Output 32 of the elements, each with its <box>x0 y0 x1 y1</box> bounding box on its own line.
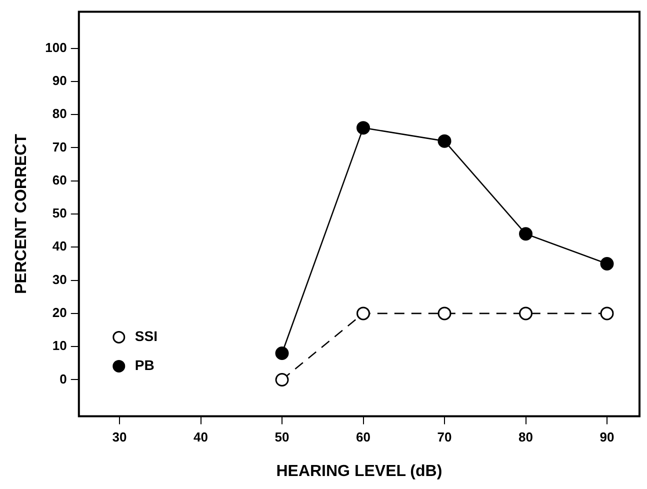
point <box>356 121 370 135</box>
x-tick-label: 40 <box>194 430 208 445</box>
point <box>600 306 614 320</box>
y-tick-label: 70 <box>52 139 67 154</box>
point <box>438 306 452 320</box>
point <box>438 134 452 148</box>
y-tick-label: 20 <box>52 305 67 320</box>
point <box>275 346 289 360</box>
y-tick-label: 90 <box>52 72 67 88</box>
x-tick-label: 50 <box>274 430 290 445</box>
y-tick-label: 0 <box>60 371 67 386</box>
point <box>275 372 289 386</box>
y-tick-label: 60 <box>52 172 67 188</box>
x-tick-label: 90 <box>600 430 614 445</box>
y-tick-label: 100 <box>45 40 67 55</box>
point <box>356 306 370 320</box>
y-axis-title: PERCENT CORRECT <box>13 134 30 294</box>
point <box>519 227 533 241</box>
x-tick-label: 30 <box>112 430 127 445</box>
y-tick-label: 30 <box>52 272 67 287</box>
x-tick-label: 80 <box>518 430 533 445</box>
x-axis-title: HEARING LEVEL (dB) <box>276 462 442 480</box>
y-tick-label: 10 <box>52 338 67 354</box>
x-tick-label: 60 <box>356 430 370 445</box>
legend-label: SSI <box>134 328 158 344</box>
legend-label: PB <box>134 357 154 374</box>
y-tick-label: 40 <box>52 238 67 254</box>
point <box>600 256 614 270</box>
y-tick-label: 50 <box>52 206 67 221</box>
point <box>519 306 533 320</box>
y-tick-label: 80 <box>52 106 67 122</box>
x-tick-label: 70 <box>437 430 452 445</box>
